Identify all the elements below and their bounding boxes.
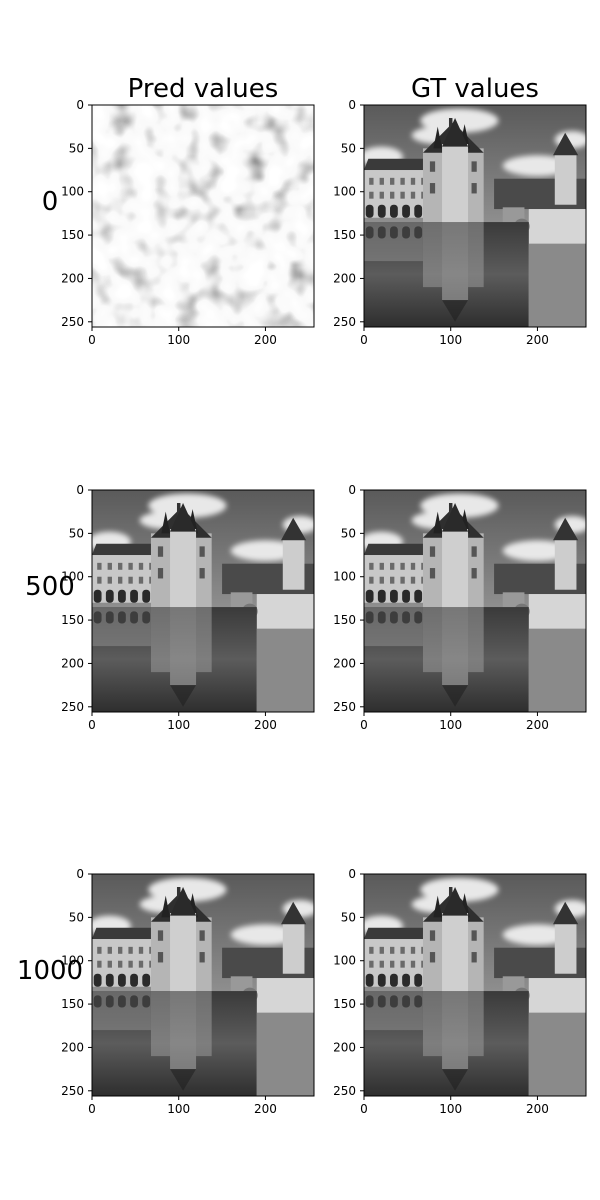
panel-frame-2 (91, 489, 315, 713)
y-tick-label-5-4: 200 (333, 1040, 356, 1054)
column-title-0: Pred values (128, 74, 279, 104)
y-tick-label-2-2: 100 (61, 570, 84, 584)
x-tick-label-2-1: 100 (167, 718, 190, 732)
panel-image-0 (92, 105, 314, 327)
y-tick-label-3-3: 150 (333, 613, 356, 627)
y-tick-label-1-4: 200 (333, 271, 356, 285)
y-tick-label-2-1: 50 (69, 526, 84, 540)
y-tick-label-2-4: 200 (61, 656, 84, 670)
panel-3: 0 100 200 0 50 100 150 200 250 (333, 483, 590, 732)
panel-frame-1 (363, 104, 587, 328)
panel-4: 0 100 200 0 50 100 150 200 250 (61, 867, 318, 1116)
y-tick-label-4-0: 0 (76, 867, 84, 881)
x-tick-label-2-0: 0 (88, 718, 96, 732)
x-tick-label-3-0: 0 (360, 718, 368, 732)
panel-frame-4 (91, 873, 315, 1097)
y-tick-label-2-5: 250 (61, 700, 84, 714)
panel-image-5 (360, 874, 590, 1096)
y-tick-label-3-1: 50 (341, 526, 356, 540)
y-tick-label-3-4: 200 (333, 656, 356, 670)
row-label-2: 1000 (17, 956, 83, 986)
x-tick-label-3-2: 200 (526, 718, 549, 732)
y-tick-label-0-1: 50 (69, 141, 84, 155)
y-tick-label-0-2: 100 (61, 185, 84, 199)
x-tick-label-0-2: 200 (254, 333, 277, 347)
column-title-1: GT values (411, 74, 539, 104)
x-tick-label-1-0: 0 (360, 333, 368, 347)
row-label-0: 0 (42, 187, 59, 217)
y-tick-label-5-0: 0 (348, 867, 356, 881)
y-tick-label-0-3: 150 (61, 228, 84, 242)
y-tick-label-4-4: 200 (61, 1040, 84, 1054)
panel-frame-5 (363, 873, 587, 1097)
y-tick-label-5-5: 250 (333, 1084, 356, 1098)
y-tick-label-4-1: 50 (69, 910, 84, 924)
panel-2: 0 100 200 0 50 100 150 200 250 (61, 483, 318, 732)
y-tick-label-4-2: 100 (61, 954, 84, 968)
y-tick-label-0-4: 200 (61, 271, 84, 285)
x-tick-label-5-0: 0 (360, 1102, 368, 1116)
panel-1: 0 100 200 0 50 100 150 200 250 (333, 98, 590, 347)
y-tick-label-1-3: 150 (333, 228, 356, 242)
y-tick-label-3-0: 0 (348, 483, 356, 497)
y-tick-label-1-5: 250 (333, 315, 356, 329)
y-tick-label-2-3: 150 (61, 613, 84, 627)
x-tick-label-4-0: 0 (88, 1102, 96, 1116)
row-label-1: 500 (25, 572, 75, 602)
y-tick-label-2-0: 0 (76, 483, 84, 497)
panel-frame-3 (363, 489, 587, 713)
x-tick-label-2-2: 200 (254, 718, 277, 732)
panel-0: 0 100 200 0 50 100 150 200 250 (61, 98, 315, 347)
x-tick-label-4-2: 200 (254, 1102, 277, 1116)
y-tick-label-0-0: 0 (76, 98, 84, 112)
y-tick-label-3-2: 100 (333, 570, 356, 584)
x-tick-label-1-2: 200 (526, 333, 549, 347)
panel-frame-0 (91, 104, 315, 328)
y-tick-label-1-1: 50 (341, 141, 356, 155)
panel-image-4 (88, 874, 318, 1096)
y-tick-label-5-3: 150 (333, 997, 356, 1011)
panel-image-3 (360, 490, 590, 712)
panel-image-2 (88, 490, 318, 712)
x-tick-label-1-1: 100 (439, 333, 462, 347)
y-tick-label-1-0: 0 (348, 98, 356, 112)
x-tick-label-5-2: 200 (526, 1102, 549, 1116)
panel-image-1 (360, 105, 590, 327)
x-tick-label-0-0: 0 (88, 333, 96, 347)
y-tick-label-5-1: 50 (341, 910, 356, 924)
y-tick-label-4-5: 250 (61, 1084, 84, 1098)
y-tick-label-3-5: 250 (333, 700, 356, 714)
x-tick-label-5-1: 100 (439, 1102, 462, 1116)
y-tick-label-1-2: 100 (333, 185, 356, 199)
x-tick-label-4-1: 100 (167, 1102, 190, 1116)
y-tick-label-0-5: 250 (61, 315, 84, 329)
y-tick-label-5-2: 100 (333, 954, 356, 968)
panel-5: 0 100 200 0 50 100 150 200 250 (333, 867, 590, 1116)
y-tick-label-4-3: 150 (61, 997, 84, 1011)
x-tick-label-3-1: 100 (439, 718, 462, 732)
x-tick-label-0-1: 100 (167, 333, 190, 347)
